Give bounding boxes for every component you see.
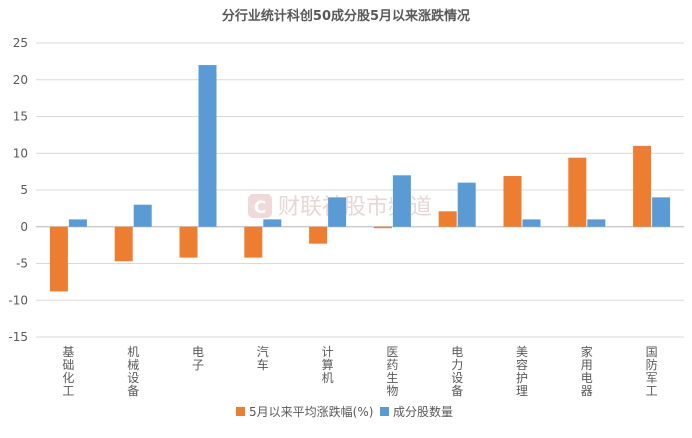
x-category-label: 机械设备: [127, 345, 139, 398]
watermark-logo-letter: C: [254, 198, 266, 218]
bar-avg-change-1: [49, 226, 68, 292]
x-category-label: 计算机: [322, 345, 334, 385]
bar-stock-count-8: [522, 219, 541, 227]
y-axis-ticks: -15 -10 -5 0 5 10 15 20 25: [8, 36, 28, 344]
y-tick-label: -10: [8, 293, 28, 307]
x-category-label: 家用电器: [581, 344, 593, 398]
y-tick-label: 20: [13, 73, 28, 87]
bar-avg-change-2: [114, 226, 133, 262]
bar-avg-change-8: [503, 176, 522, 227]
legend: 5月以来平均涨跌幅(%) 成分股数量: [236, 404, 453, 419]
bar-stock-count-10: [652, 197, 671, 227]
y-tick-label: 15: [13, 110, 28, 124]
bar-avg-change-9: [568, 157, 587, 227]
gridlines: [36, 42, 684, 338]
legend-label-avg-change: 5月以来平均涨跌幅(%): [249, 404, 373, 419]
legend-swatch-stock-count: [380, 407, 389, 416]
x-category-label: 美容护理: [516, 345, 528, 398]
bar-avg-change-10: [633, 145, 652, 227]
legend-label-stock-count: 成分股数量: [393, 404, 453, 419]
y-tick-label: -15: [8, 330, 28, 344]
bar-avg-change-5: [309, 226, 328, 244]
bar-avg-change-3: [179, 226, 198, 258]
bar-stock-count-1: [68, 219, 87, 227]
x-category-label: 医药生物: [386, 345, 398, 398]
chart-title: 分行业统计科创50成分股5月以来涨跌情况: [222, 8, 470, 24]
y-tick-label: 5: [20, 183, 28, 197]
bar-stock-count-5: [328, 197, 347, 227]
x-axis-categories: 基础化工 机械设备 电子 汽车 计算机 医药生物 电力设备 美容护理 家用电器 国防军工: [62, 344, 657, 398]
y-tick-label: 25: [13, 36, 28, 50]
watermark-logo-icon: [248, 194, 272, 218]
x-category-label: 国防军工: [646, 345, 658, 398]
bar-avg-change-6: [373, 226, 392, 229]
x-category-label: 电子: [192, 345, 204, 372]
legend-swatch-avg-change: [236, 407, 245, 416]
x-category-label: 电力设备: [451, 345, 463, 398]
bar-stock-count-6: [392, 175, 411, 227]
y-tick-label: 0: [20, 220, 28, 234]
bar-avg-change-4: [244, 226, 263, 258]
bar-avg-change-7: [438, 211, 457, 227]
bar-stock-count-9: [587, 219, 606, 227]
y-tick-label: -5: [16, 257, 28, 271]
bar-stock-count-3: [198, 65, 217, 227]
bar-stock-count-2: [133, 204, 152, 227]
bars: [49, 65, 671, 292]
y-tick-label: 10: [13, 146, 28, 160]
x-category-label: 基础化工: [62, 345, 74, 398]
bar-stock-count-7: [457, 182, 476, 227]
bar-stock-count-4: [263, 219, 282, 227]
x-category-label: 汽车: [257, 344, 269, 372]
